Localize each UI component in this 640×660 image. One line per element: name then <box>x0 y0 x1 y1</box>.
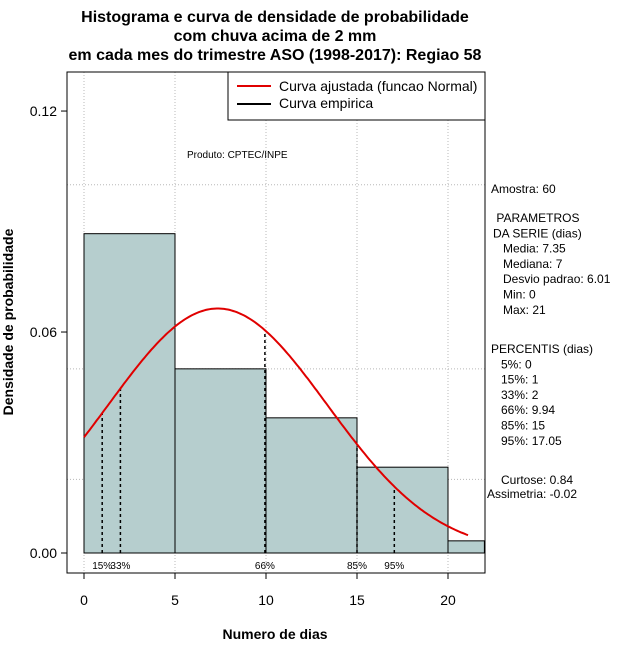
percentil-line-5: 85%: 15 <box>491 419 545 433</box>
normal-curve-line <box>83 307 469 537</box>
y-axis-label: Densidade de probabilidade <box>0 228 16 415</box>
legend-normal-label: Curva ajustada (funcao Normal) <box>279 78 477 94</box>
x-tick-label-3: 15 <box>349 592 365 608</box>
parametro-line-6: Max: 21 <box>493 303 546 317</box>
legend: Curva ajustada (funcao Normal) Curva emp… <box>227 71 486 121</box>
histogram-bar-2 <box>265 417 358 554</box>
x-tick-label-4: 20 <box>440 592 456 608</box>
percentil-line-1: 5%: 0 <box>491 357 532 371</box>
legend-box <box>227 71 486 121</box>
percentil-line-4: 66%: 9.94 <box>491 403 555 417</box>
histogram-bar-4 <box>447 540 485 554</box>
normal-curve <box>83 307 469 537</box>
histogram-bar-0 <box>83 233 176 554</box>
percentile-label-4: 95% <box>384 561 404 572</box>
chart-title-line-2: com chuva acima de 2 mm <box>174 28 377 45</box>
percentile-label-1: 33% <box>110 561 130 572</box>
produto-label: Produto: CPTEC/INPE <box>187 150 288 161</box>
histogram-bars <box>83 233 485 554</box>
y-tick-label-1: 0.06 <box>30 324 57 340</box>
parametro-line-0: PARAMETROS <box>493 211 579 225</box>
percentil-line-0: PERCENTIS (dias) <box>491 342 593 356</box>
percentil-line-3: 33%: 2 <box>491 388 539 402</box>
axes: 0 5 10 15 20 0.00 0.06 0.12 <box>30 103 456 608</box>
curtose-label: Curtose: 0.84 <box>501 473 573 487</box>
percentile-label-2: 66% <box>255 561 275 572</box>
legend-empirical-label: Curva empirica <box>279 95 373 111</box>
chart-title-line-1: Histograma e curva de densidade de proba… <box>81 9 469 26</box>
percentile-lines: 15%33% 66% 85% 95% <box>92 330 404 572</box>
histogram-bar-1 <box>174 368 267 554</box>
parametro-line-2: Media: 7.35 <box>493 242 566 256</box>
x-tick-label-2: 10 <box>258 592 274 608</box>
chart-title-line-3: em cada mes do trimestre ASO (1998-2017)… <box>69 47 482 64</box>
y-tick-label-0: 0.00 <box>30 545 57 561</box>
percentile-label-0: 15% <box>92 561 112 572</box>
x-tick-label-0: 0 <box>80 592 88 608</box>
y-tick-label-2: 0.12 <box>30 103 57 119</box>
percentil-line-2: 15%: 1 <box>491 373 539 387</box>
percentil-line-6: 95%: 17.05 <box>491 434 562 448</box>
x-tick-label-1: 5 <box>171 592 179 608</box>
parametro-line-3: Mediana: 7 <box>493 257 563 271</box>
x-axis-label: Numero de dias <box>222 626 327 642</box>
histogram-bar-3 <box>356 466 449 554</box>
parametro-line-4: Desvio padrao: 6.01 <box>493 272 611 286</box>
amostra-label: Amostra: 60 <box>491 182 556 196</box>
percentile-label-3: 85% <box>347 561 367 572</box>
parametro-line-5: Min: 0 <box>493 288 536 302</box>
assimetria-label: Assimetria: -0.02 <box>487 487 577 501</box>
parametro-line-1: DA SERIE (dias) <box>493 226 582 240</box>
percentis-block: PERCENTIS (dias) 5%: 0 15%: 1 33%: 2 66%… <box>491 342 593 448</box>
